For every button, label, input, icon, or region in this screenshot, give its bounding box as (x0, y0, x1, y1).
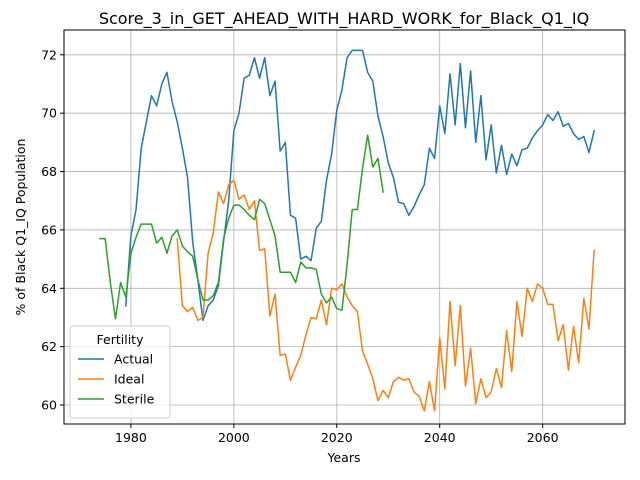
x-tick-label: 2000 (218, 430, 250, 445)
y-tick-label: 72 (41, 47, 57, 62)
y-tick-label: 66 (41, 222, 57, 237)
y-tick-label: 70 (41, 106, 57, 121)
legend-label-sterile: Sterile (114, 392, 155, 407)
legend-label-ideal: Ideal (114, 372, 144, 387)
y-tick-label: 62 (41, 339, 57, 354)
x-axis-label: Years (327, 450, 361, 465)
x-tick-label: 2060 (527, 430, 559, 445)
y-tick-label: 68 (41, 164, 57, 179)
legend-label-actual: Actual (114, 352, 153, 367)
x-tick-label: 1980 (115, 430, 147, 445)
y-axis-label: % of Black Q1_IQ Population (13, 139, 28, 316)
x-tick-label: 2040 (424, 430, 456, 445)
legend-title: Fertility (97, 332, 145, 347)
x-tick-label: 2020 (321, 430, 353, 445)
legend: Fertility Actual Ideal Sterile (70, 326, 170, 418)
legend-entries: Actual Ideal Sterile (78, 352, 155, 407)
y-tick-label: 64 (41, 281, 57, 296)
y-tick-label: 60 (41, 398, 57, 413)
chart-title: Score_3_in_GET_AHEAD_WITH_HARD_WORK_for_… (99, 9, 589, 29)
